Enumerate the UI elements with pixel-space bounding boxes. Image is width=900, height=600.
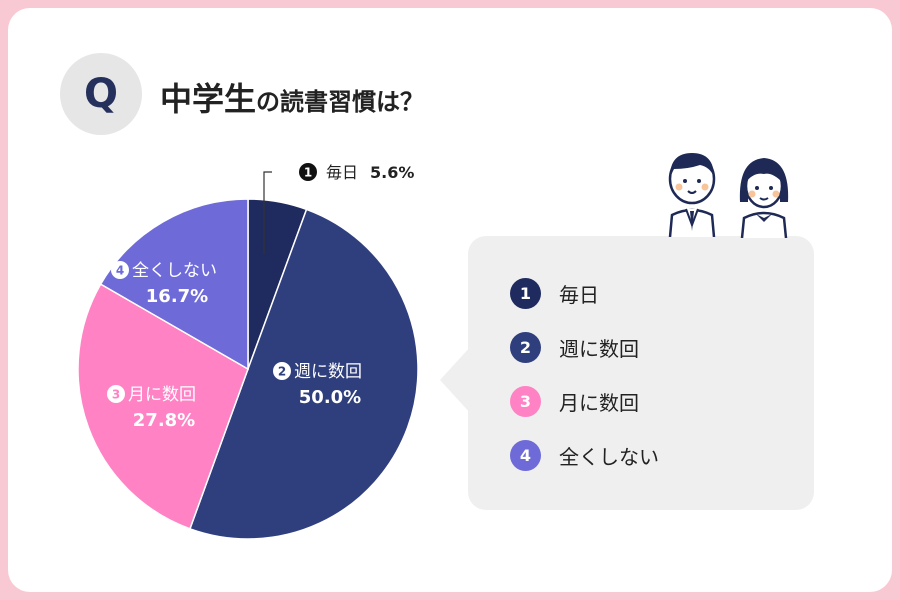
- data-label-value-2: 50.0%: [299, 387, 361, 408]
- pie-slice-2: [189, 208, 419, 540]
- legend-label-2: 週に数回: [559, 336, 639, 361]
- data-label-badge-3: [107, 385, 125, 403]
- data-label-badge-1: [299, 163, 317, 181]
- data-label-name-3: 月に数回: [128, 385, 196, 405]
- data-label-badge-2-number: 2: [278, 365, 286, 379]
- data-label-badge-4: [111, 261, 129, 279]
- legend-item-2: 2 週に数回: [510, 330, 659, 364]
- pie-slice-4: [99, 198, 249, 371]
- data-label-name-2: 週に数回: [294, 362, 362, 382]
- q-badge: Q: [60, 53, 142, 135]
- bubble-pointer: [440, 345, 472, 415]
- data-label-value-1: 5.6%: [370, 163, 414, 182]
- data-label-badge-2: [273, 362, 291, 380]
- data-label-name-4: 全くしない: [132, 261, 217, 281]
- title-sub: の読書習慣は？: [256, 88, 425, 116]
- legend-badge-4: 4: [510, 439, 541, 471]
- page-title: 中学生の読書習慣は？: [160, 74, 424, 120]
- legend-badge-2: 2: [510, 331, 541, 363]
- student-boy-icon: [668, 153, 716, 237]
- legend-item-4: 4 全くしない: [510, 438, 659, 472]
- title-main: 中学生: [160, 80, 257, 118]
- legend-badge-1: 1: [510, 277, 541, 309]
- data-label-badge-1-number: 1: [304, 166, 312, 180]
- legend-label-1: 毎日: [559, 282, 599, 307]
- leader-line-1: [263, 171, 272, 254]
- student-girl-icon: [739, 158, 789, 238]
- data-label-badge-3-number: 3: [112, 388, 120, 402]
- legend-item-3: 3 月に数回: [510, 384, 659, 418]
- legend-badge-3: 3: [510, 385, 541, 417]
- legend-item-1: 1 毎日: [510, 276, 659, 310]
- legend-label-3: 月に数回: [559, 390, 639, 415]
- data-label-badge-4-number: 4: [116, 264, 124, 278]
- legend-label-4: 全くしない: [559, 444, 659, 469]
- data-label-value-3: 27.8%: [133, 410, 195, 431]
- data-label-value-4: 16.7%: [146, 286, 208, 307]
- data-label-name-1: 毎日: [326, 163, 358, 182]
- chart-legend: 1 毎日 2 週に数回 3 月に数回 4 全くしない: [510, 276, 659, 492]
